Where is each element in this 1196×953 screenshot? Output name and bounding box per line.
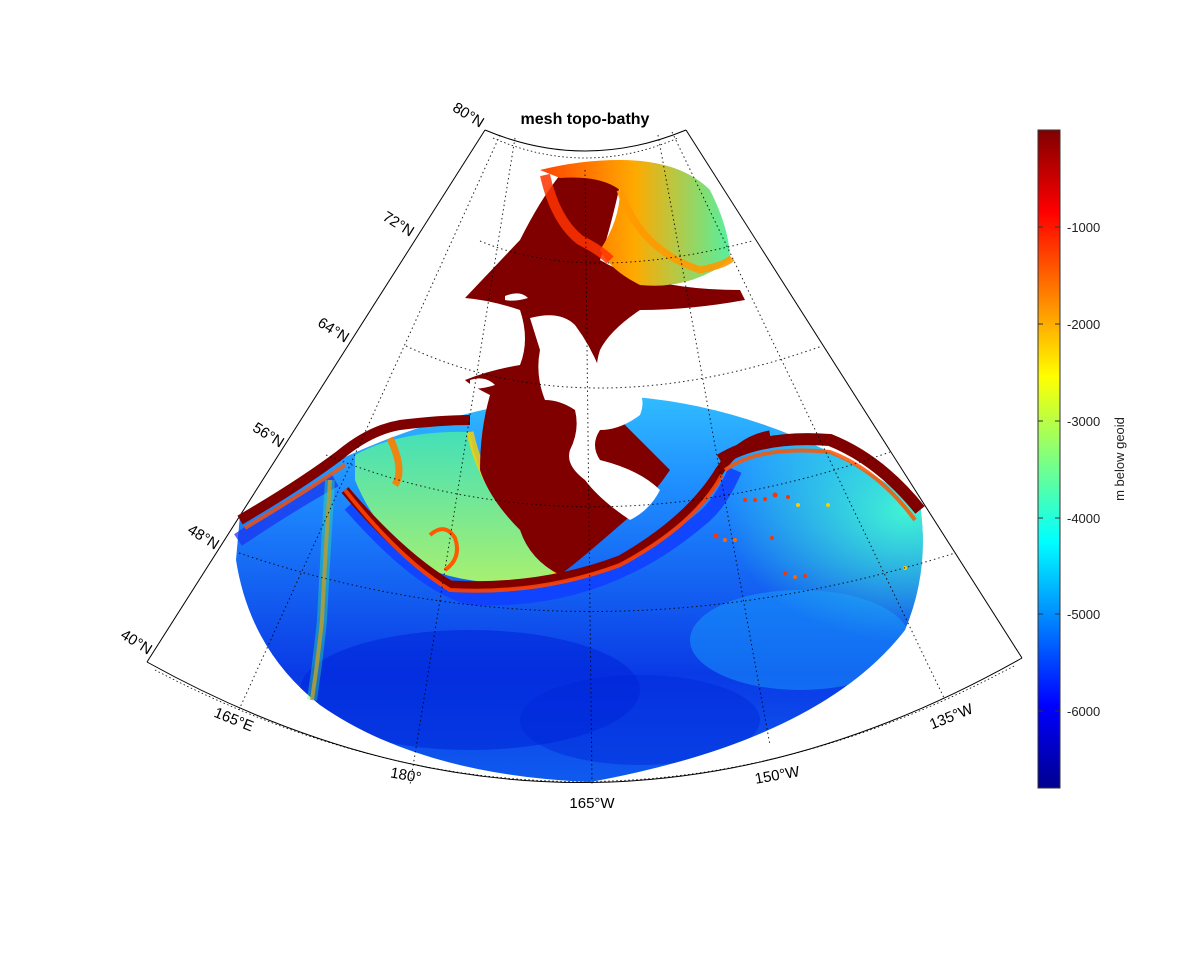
gulf-of-alaska-shelf <box>716 433 925 514</box>
colorbar-ticks <box>1038 226 1060 712</box>
map-frame <box>146 129 1023 783</box>
colorbar-label: m below geoid <box>1112 417 1127 501</box>
lat-label-64: 64°N <box>314 314 351 346</box>
colorbar-tick-label: -3000 <box>1067 414 1100 429</box>
kuril-trench <box>234 473 339 546</box>
colorbar-tick-label: -6000 <box>1067 704 1100 719</box>
land <box>470 293 660 520</box>
lat-label-48: 48°N <box>184 521 221 553</box>
lon-label-165e: 165°E <box>211 704 255 735</box>
lat-label-80: 80°N <box>449 99 486 131</box>
lat-label-56: 56°N <box>249 419 286 451</box>
lat-label-72: 72°N <box>379 208 416 240</box>
seamounts <box>713 492 907 579</box>
lon-label-180: 180° <box>389 765 423 787</box>
colorbar-tick-label: -1000 <box>1067 220 1100 235</box>
lon-label-135w: 135°W <box>927 700 976 733</box>
kamchatka-shelf <box>237 415 471 525</box>
lat-label-40: 40°N <box>117 626 154 658</box>
lon-label-150w: 150°W <box>753 763 801 788</box>
colorbar-tick-label: -2000 <box>1067 317 1100 332</box>
colorbar-scale <box>1037 129 1061 789</box>
colorbar-tick-label: -5000 <box>1067 607 1100 622</box>
graticule <box>237 131 956 786</box>
colorbar: -1000 -2000 -3000 -4000 -5000 -6000 m be… <box>1037 129 1127 789</box>
bowers-ridge <box>428 527 459 572</box>
map-title: mesh topo-bathy <box>521 111 650 128</box>
emperor-seamounts <box>310 479 332 701</box>
colorbar-tick-label: -4000 <box>1067 511 1100 526</box>
bering-chukchi-shelf <box>465 173 745 575</box>
bering-basin <box>355 431 560 583</box>
aleutian-trench <box>344 467 742 606</box>
lon-label-165w: 165°W <box>569 795 615 812</box>
